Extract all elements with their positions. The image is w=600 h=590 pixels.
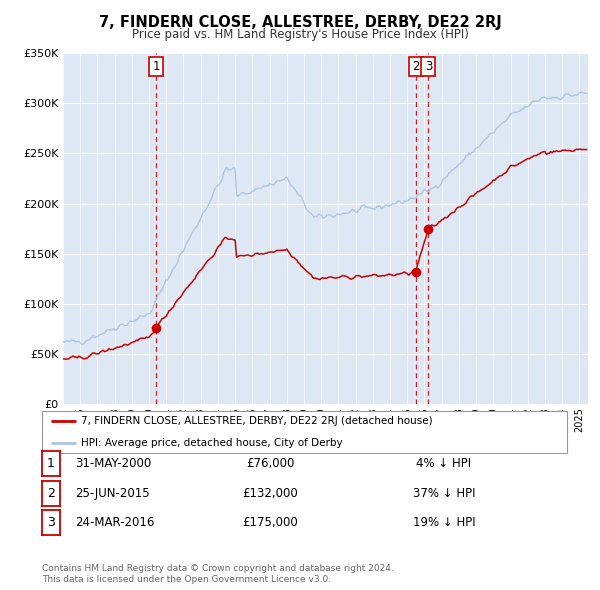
Text: 24-MAR-2016: 24-MAR-2016 <box>75 516 154 529</box>
Text: 19% ↓ HPI: 19% ↓ HPI <box>413 516 475 529</box>
Text: 37% ↓ HPI: 37% ↓ HPI <box>413 487 475 500</box>
Text: Price paid vs. HM Land Registry's House Price Index (HPI): Price paid vs. HM Land Registry's House … <box>131 28 469 41</box>
Text: 3: 3 <box>47 516 55 529</box>
Text: 4% ↓ HPI: 4% ↓ HPI <box>416 457 472 470</box>
Text: 25-JUN-2015: 25-JUN-2015 <box>75 487 149 500</box>
Text: 3: 3 <box>425 60 432 73</box>
Text: 31-MAY-2000: 31-MAY-2000 <box>75 457 151 470</box>
Text: This data is licensed under the Open Government Licence v3.0.: This data is licensed under the Open Gov… <box>42 575 331 584</box>
Text: £132,000: £132,000 <box>242 487 298 500</box>
Text: £175,000: £175,000 <box>242 516 298 529</box>
Text: 1: 1 <box>47 457 55 470</box>
Text: 1: 1 <box>152 60 160 73</box>
Text: Contains HM Land Registry data © Crown copyright and database right 2024.: Contains HM Land Registry data © Crown c… <box>42 565 394 573</box>
Text: 2: 2 <box>47 487 55 500</box>
Text: HPI: Average price, detached house, City of Derby: HPI: Average price, detached house, City… <box>82 438 343 447</box>
Text: £76,000: £76,000 <box>246 457 294 470</box>
Text: 7, FINDERN CLOSE, ALLESTREE, DERBY, DE22 2RJ (detached house): 7, FINDERN CLOSE, ALLESTREE, DERBY, DE22… <box>82 417 433 426</box>
Text: 7, FINDERN CLOSE, ALLESTREE, DERBY, DE22 2RJ: 7, FINDERN CLOSE, ALLESTREE, DERBY, DE22… <box>98 15 502 30</box>
Text: 2: 2 <box>412 60 419 73</box>
